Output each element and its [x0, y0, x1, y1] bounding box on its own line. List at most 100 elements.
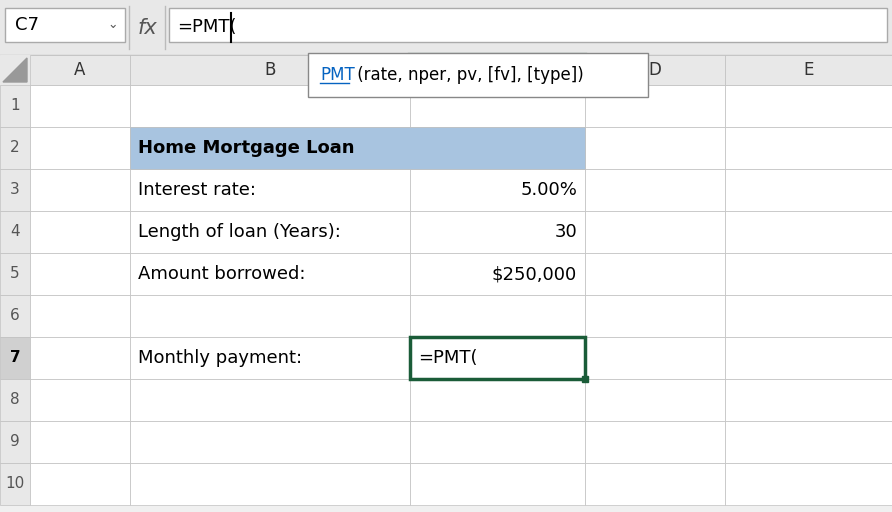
Text: 8: 8	[10, 393, 20, 408]
Bar	[0, 55, 892, 85]
Text: 4: 4	[10, 224, 20, 240]
Bar	[30, 85, 130, 127]
Bar	[130, 421, 410, 463]
Bar	[30, 421, 130, 463]
Bar	[0, 85, 30, 127]
Bar	[410, 421, 585, 463]
Bar	[410, 337, 585, 379]
Bar	[130, 253, 410, 295]
Bar	[0, 127, 30, 169]
Bar	[410, 295, 585, 337]
Bar	[130, 379, 410, 421]
Bar	[725, 295, 892, 337]
Bar	[410, 127, 585, 169]
Bar	[30, 379, 130, 421]
Bar	[725, 463, 892, 505]
Text: 5: 5	[10, 267, 20, 282]
Bar	[410, 169, 585, 211]
Bar	[585, 463, 725, 505]
Text: =PMT(: =PMT(	[418, 349, 477, 367]
Bar	[130, 295, 410, 337]
Bar	[130, 337, 410, 379]
Text: Amount borrowed:: Amount borrowed:	[138, 265, 305, 283]
Text: 10: 10	[5, 477, 25, 492]
Bar	[30, 463, 130, 505]
Polygon shape	[3, 58, 27, 82]
Text: 5.00%: 5.00%	[520, 181, 577, 199]
Bar	[0, 337, 30, 379]
Text: 3: 3	[10, 182, 20, 198]
Text: ⌄: ⌄	[108, 18, 119, 32]
Text: Monthly payment:: Monthly payment:	[138, 349, 302, 367]
Text: Interest rate:: Interest rate:	[138, 181, 256, 199]
Bar	[30, 55, 130, 85]
Bar	[130, 127, 585, 169]
Text: C: C	[491, 61, 504, 79]
Bar	[585, 127, 725, 169]
Bar	[0, 295, 30, 337]
Bar	[585, 379, 725, 421]
Bar	[725, 253, 892, 295]
Bar	[169, 8, 887, 42]
Bar	[725, 85, 892, 127]
Bar	[0, 0, 892, 55]
Text: $250,000: $250,000	[491, 265, 577, 283]
Text: PMT: PMT	[320, 66, 355, 84]
Text: Length of loan (Years):: Length of loan (Years):	[138, 223, 341, 241]
Bar	[0, 379, 30, 421]
Text: 7: 7	[10, 351, 21, 366]
Text: 30: 30	[554, 223, 577, 241]
Text: 1: 1	[10, 98, 20, 114]
Bar	[725, 337, 892, 379]
Bar	[0, 169, 30, 211]
Text: A: A	[74, 61, 86, 79]
Text: B: B	[264, 61, 276, 79]
Bar	[585, 421, 725, 463]
Text: D: D	[648, 61, 662, 79]
Text: (rate, nper, pv, [fv], [type]): (rate, nper, pv, [fv], [type])	[352, 66, 583, 84]
Bar	[725, 55, 892, 85]
Text: 2: 2	[10, 140, 20, 156]
Bar	[30, 169, 130, 211]
Text: C7: C7	[15, 16, 39, 34]
Text: fx: fx	[137, 17, 157, 37]
Bar	[0, 211, 30, 253]
Bar	[725, 127, 892, 169]
Bar	[410, 211, 585, 253]
Text: Home Mortgage Loan: Home Mortgage Loan	[138, 139, 354, 157]
Bar	[30, 295, 130, 337]
Bar	[410, 379, 585, 421]
Bar	[585, 55, 725, 85]
Bar	[410, 55, 585, 85]
Bar	[410, 337, 585, 379]
Bar	[585, 211, 725, 253]
Text: 6: 6	[10, 309, 20, 324]
Bar	[130, 169, 410, 211]
Bar	[30, 337, 130, 379]
Bar	[585, 85, 725, 127]
Bar	[585, 253, 725, 295]
Bar	[725, 379, 892, 421]
Bar	[130, 463, 410, 505]
Text: =PMT(: =PMT(	[177, 18, 236, 36]
Bar	[585, 295, 725, 337]
Bar	[0, 55, 30, 85]
Bar	[0, 463, 30, 505]
Bar	[130, 85, 410, 127]
Bar	[725, 421, 892, 463]
Bar	[585, 337, 725, 379]
Bar	[130, 211, 410, 253]
Bar	[725, 211, 892, 253]
Bar	[30, 211, 130, 253]
Bar	[725, 169, 892, 211]
Bar	[308, 53, 648, 97]
Bar	[130, 55, 410, 85]
Bar	[0, 253, 30, 295]
Bar	[582, 376, 588, 382]
Bar	[410, 463, 585, 505]
Bar	[410, 85, 585, 127]
Bar	[410, 253, 585, 295]
Bar	[30, 127, 130, 169]
Text: E: E	[804, 61, 814, 79]
Text: 9: 9	[10, 435, 20, 450]
